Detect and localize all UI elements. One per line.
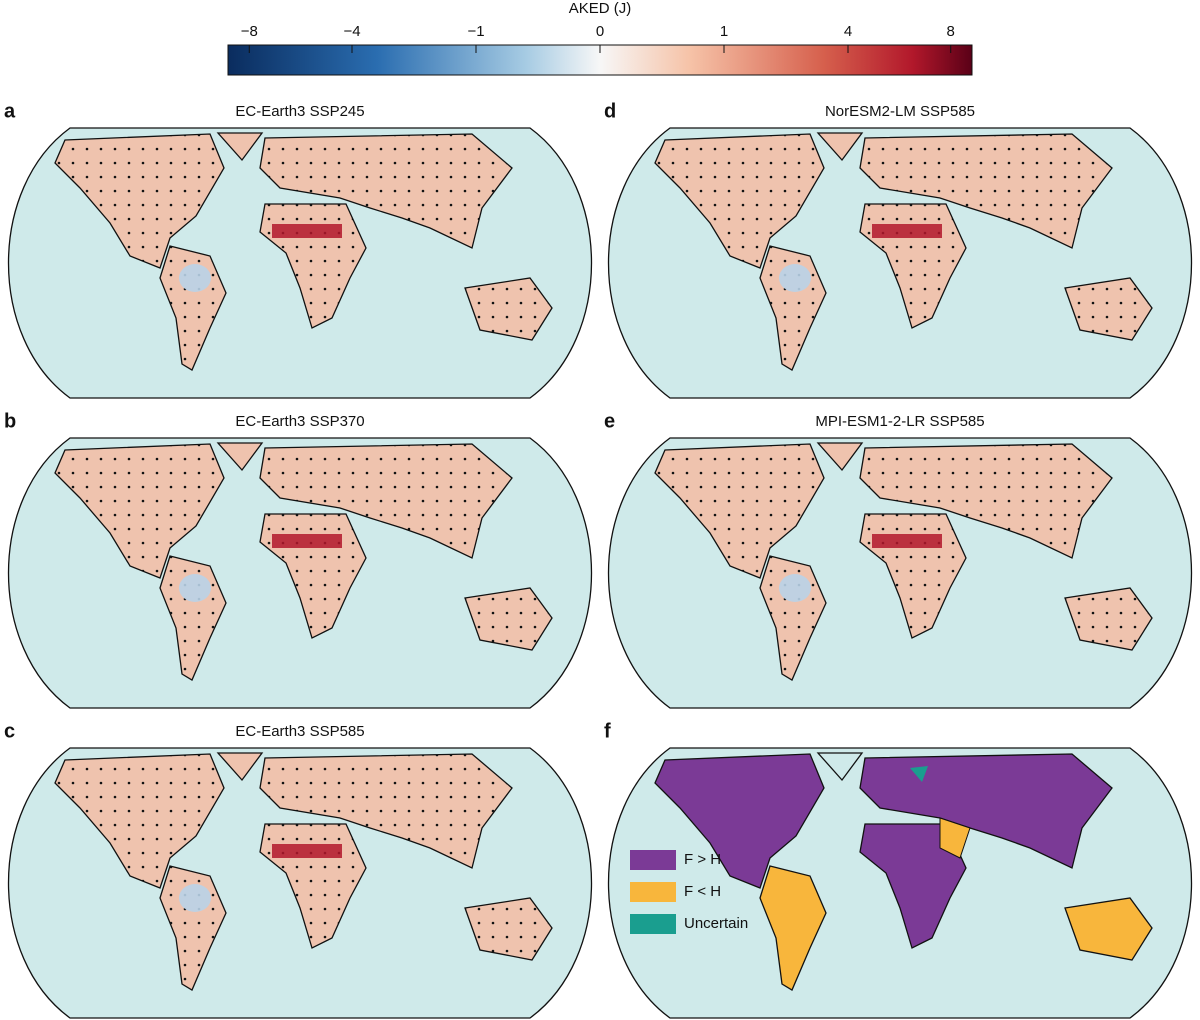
land <box>816 132 864 162</box>
map-frame <box>608 127 1192 399</box>
stipple <box>465 898 552 960</box>
hotspot <box>872 534 942 548</box>
stipple <box>1065 588 1152 650</box>
stipple <box>465 278 552 340</box>
cool-area <box>179 264 211 292</box>
colorbar-tick-label: −1 <box>467 23 484 40</box>
panel-title: NorESM2-LM SSP585 <box>825 103 975 120</box>
stipple <box>260 134 512 248</box>
land <box>216 752 264 782</box>
colorbar-tick-label: −4 <box>343 23 360 40</box>
panel-letter: b <box>4 410 16 432</box>
stipple <box>55 444 224 578</box>
land <box>216 442 264 472</box>
land <box>816 752 864 782</box>
hotspot <box>272 844 342 858</box>
map-frame <box>608 437 1192 709</box>
legend-label: F > H <box>684 851 721 868</box>
panel-letter: a <box>4 100 16 122</box>
panel-letter: f <box>604 720 611 742</box>
stipple <box>1065 278 1152 340</box>
panel-title: MPI-ESM1-2-LR SSP585 <box>815 413 984 430</box>
land <box>216 132 264 162</box>
map-frame <box>8 437 592 709</box>
stipple <box>260 754 512 868</box>
colorbar-label: AKED (J) <box>569 0 632 17</box>
panel-letter: d <box>604 100 616 122</box>
map <box>8 747 592 1019</box>
map <box>608 747 1192 1019</box>
uncertain-area <box>910 766 928 782</box>
hotspot <box>272 534 342 548</box>
stipple <box>860 134 1112 248</box>
colorbar-tick-label: −8 <box>241 23 258 40</box>
cool-area <box>179 574 211 602</box>
legend-label: Uncertain <box>684 915 748 932</box>
panel-title: EC-Earth3 SSP370 <box>235 413 364 430</box>
panel-letter: c <box>4 720 15 742</box>
map <box>8 127 592 399</box>
stipple <box>55 754 224 888</box>
map-frame <box>8 747 592 1019</box>
land <box>859 753 1113 869</box>
colorbar-tick-label: 0 <box>596 23 604 40</box>
panel-title: EC-Earth3 SSP585 <box>235 723 364 740</box>
colorbar-tick-label: 8 <box>947 23 955 40</box>
legend-swatch <box>630 882 676 902</box>
cool-area <box>779 264 811 292</box>
land <box>816 442 864 472</box>
hotspot <box>272 224 342 238</box>
land <box>654 753 825 889</box>
cool-area <box>779 574 811 602</box>
colorbar-tick-label: 4 <box>844 23 852 40</box>
map <box>608 437 1192 709</box>
stipple <box>465 588 552 650</box>
stipple <box>655 134 824 268</box>
stipple <box>55 134 224 268</box>
legend-swatch <box>630 914 676 934</box>
panel-title: EC-Earth3 SSP245 <box>235 103 364 120</box>
legend-swatch <box>630 850 676 870</box>
stipple <box>655 444 824 578</box>
land <box>759 865 827 991</box>
stipple <box>260 444 512 558</box>
map-frame <box>608 747 1192 1019</box>
mixed-area <box>939 817 971 859</box>
colorbar-tick-label: 1 <box>720 23 728 40</box>
hotspot <box>872 224 942 238</box>
stipple <box>860 444 1112 558</box>
panel-letter: e <box>604 410 615 432</box>
map-frame <box>8 127 592 399</box>
land <box>1064 897 1153 961</box>
legend-label: F < H <box>684 883 721 900</box>
cool-area <box>179 884 211 912</box>
map <box>8 437 592 709</box>
map <box>608 127 1192 399</box>
